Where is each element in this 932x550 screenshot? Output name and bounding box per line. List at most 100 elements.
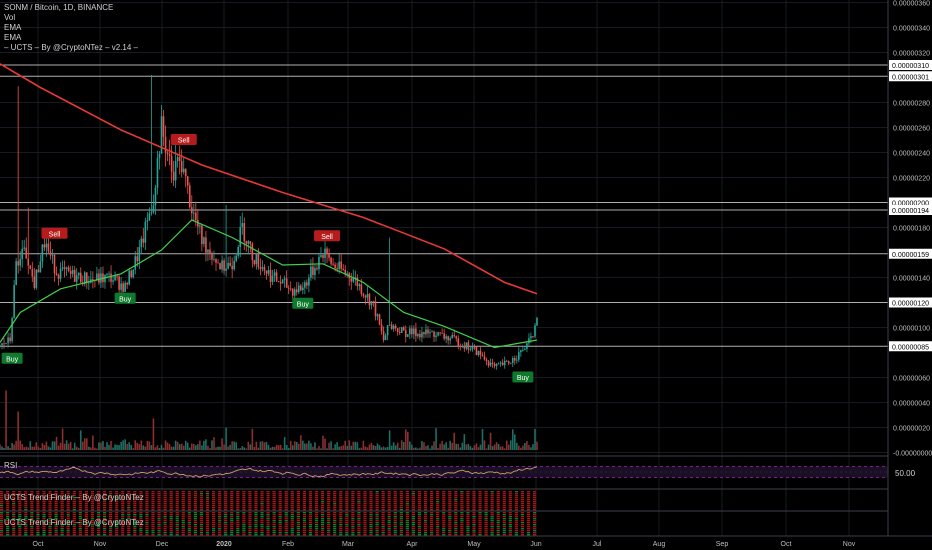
legend-vol[interactable]: Vol bbox=[4, 13, 16, 22]
trend-cell bbox=[254, 516, 258, 518]
trend-cell bbox=[169, 495, 173, 497]
trend-cell bbox=[375, 493, 379, 495]
trend-cell bbox=[520, 520, 525, 522]
trend-cell bbox=[387, 512, 391, 514]
trend-cell bbox=[248, 524, 252, 526]
trend-cell bbox=[284, 512, 288, 514]
price-candles[interactable] bbox=[0, 75, 538, 370]
trend-cell bbox=[175, 532, 179, 534]
trend-finder-label-1[interactable]: UCTS Trend Finder – By @CryptoNTez bbox=[4, 493, 144, 502]
trend-cell bbox=[78, 503, 82, 505]
trend-cell bbox=[193, 497, 198, 499]
candle-body bbox=[47, 243, 50, 252]
trend-cell bbox=[90, 516, 95, 518]
trend-cell bbox=[532, 522, 537, 524]
trend-cell bbox=[230, 518, 234, 520]
candle-body bbox=[388, 324, 391, 326]
trend-cell bbox=[436, 495, 440, 497]
trend-cell bbox=[169, 524, 173, 526]
trend-cell bbox=[320, 491, 325, 493]
trend-cell bbox=[12, 497, 16, 499]
trend-cell bbox=[520, 497, 525, 499]
trend-cell bbox=[260, 512, 264, 514]
volume-bar bbox=[461, 442, 464, 450]
volume-bar bbox=[235, 442, 237, 450]
trend-cell bbox=[133, 512, 137, 514]
trend-cell bbox=[327, 516, 331, 518]
trend-cell bbox=[357, 499, 361, 501]
trend-cell bbox=[109, 495, 113, 497]
trend-cell bbox=[363, 532, 367, 534]
trend-cell bbox=[78, 495, 82, 497]
volume-bar bbox=[21, 443, 24, 450]
trend-cell bbox=[260, 495, 264, 497]
trend-cell bbox=[532, 509, 537, 511]
trend-cell bbox=[18, 491, 22, 493]
trend-cell bbox=[48, 524, 52, 526]
volume-bar bbox=[352, 441, 355, 450]
candle-body bbox=[148, 213, 151, 221]
candle-body bbox=[402, 327, 405, 331]
trend-cell bbox=[399, 503, 403, 505]
volume-bar bbox=[441, 440, 443, 450]
trend-cell bbox=[205, 528, 210, 530]
rsi-label[interactable]: RSI bbox=[4, 461, 18, 470]
trend-cell bbox=[260, 497, 264, 499]
volume-bar bbox=[289, 440, 292, 450]
volume-bar bbox=[180, 443, 183, 450]
trend-cell bbox=[72, 524, 76, 526]
trend-cell bbox=[121, 497, 125, 499]
trend-cell bbox=[24, 505, 28, 507]
legend-ema-2[interactable]: EMA bbox=[4, 33, 22, 42]
candle-body bbox=[205, 237, 207, 253]
trend-cell bbox=[411, 528, 416, 530]
volume-bar bbox=[29, 441, 32, 450]
price-axis[interactable]: 0.000003600.000003400.000003200.00000280… bbox=[887, 0, 932, 536]
volume-bar bbox=[134, 440, 137, 450]
volume-bar bbox=[15, 440, 17, 450]
trend-cell bbox=[90, 491, 95, 493]
trend-cell bbox=[151, 497, 155, 499]
trend-cell bbox=[302, 497, 307, 499]
time-axis[interactable]: Oct Nov Dec 2020 Feb Mar Apr May Jun Jul Aug Sep Oct… bbox=[0, 535, 932, 548]
trend-cell bbox=[181, 530, 185, 532]
trend-cell bbox=[430, 501, 434, 503]
trend-cell bbox=[242, 522, 246, 524]
trend-cell bbox=[526, 532, 531, 534]
trend-cell bbox=[375, 512, 379, 514]
trend-finder-label-2[interactable]: UCTS Trend Finder – By @CryptoNTez bbox=[4, 518, 144, 527]
volume-bar bbox=[96, 448, 98, 450]
trend-cell bbox=[526, 526, 531, 528]
trend-cell bbox=[36, 491, 40, 493]
trend-cell bbox=[187, 503, 191, 505]
candle-body bbox=[522, 349, 524, 351]
trend-cell bbox=[72, 534, 76, 536]
trend-cell bbox=[526, 520, 531, 522]
legend-ema-1[interactable]: EMA bbox=[4, 23, 22, 32]
symbol-title[interactable]: SONM / Bitcoin, 1D, BINANCE bbox=[4, 3, 114, 12]
trend-cell bbox=[36, 503, 40, 505]
trend-cell bbox=[48, 528, 52, 530]
trend-cell bbox=[260, 518, 264, 520]
trend-cell bbox=[290, 493, 294, 495]
trend-cell bbox=[30, 501, 34, 503]
trend-cell bbox=[302, 503, 307, 505]
trend-cell bbox=[417, 522, 422, 524]
candle-body bbox=[400, 327, 403, 333]
trend-cell bbox=[133, 505, 137, 507]
volume-bar bbox=[160, 444, 163, 450]
trend-cell bbox=[454, 522, 458, 524]
trend-cell bbox=[430, 534, 434, 536]
volume-bar bbox=[489, 432, 492, 450]
trend-cell bbox=[133, 507, 137, 509]
candle-body bbox=[140, 238, 143, 248]
legend-ucts[interactable]: – UCTS – By @CryptoNTez – v2.14 – bbox=[4, 43, 138, 52]
volume-bar bbox=[505, 440, 508, 450]
trend-cell bbox=[302, 493, 307, 495]
trend-cell bbox=[193, 501, 198, 503]
trend-cell bbox=[181, 493, 185, 495]
trend-cell bbox=[478, 503, 482, 505]
trend-cell bbox=[363, 497, 367, 499]
trend-cell bbox=[60, 499, 64, 501]
